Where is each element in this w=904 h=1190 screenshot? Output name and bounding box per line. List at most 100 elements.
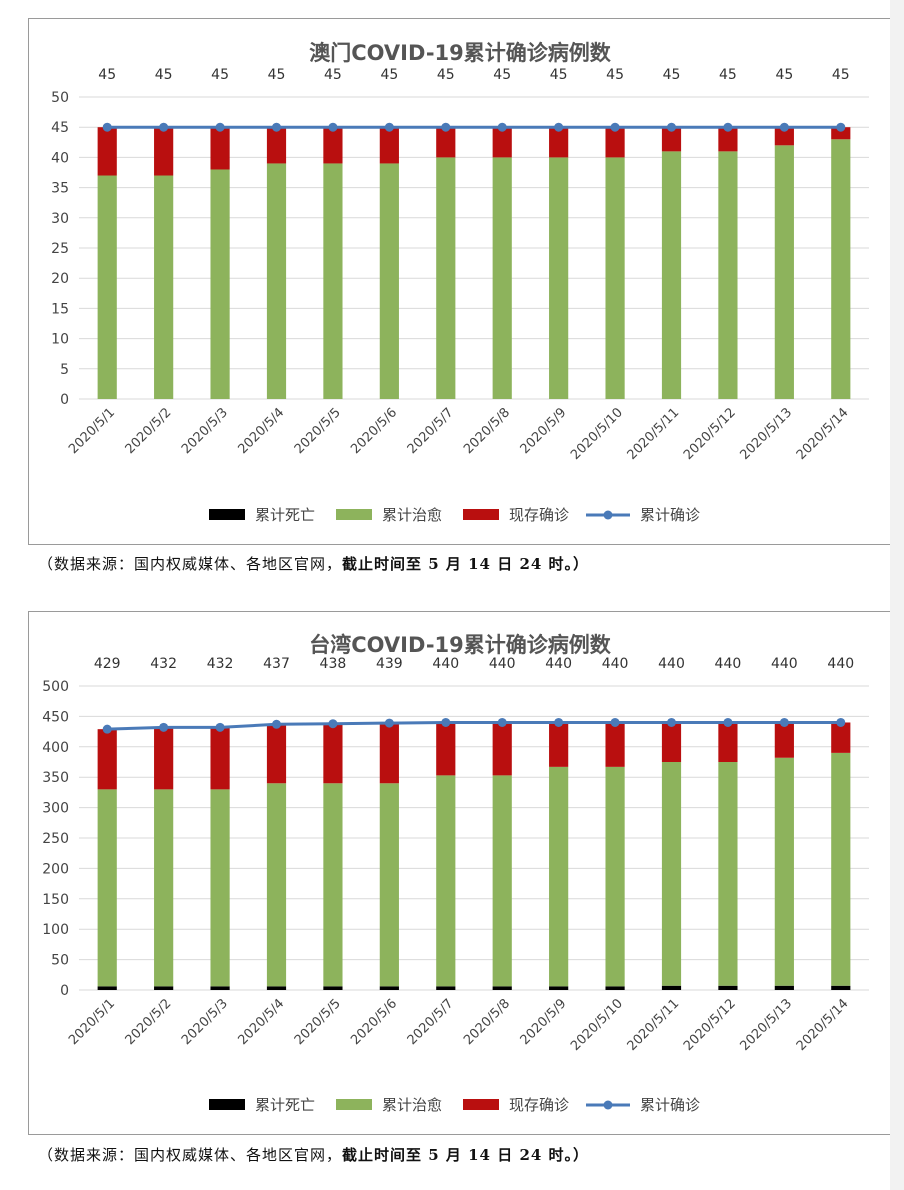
data-label: 440: [432, 656, 459, 672]
bar-active: [379, 127, 399, 164]
y-tick-label: 350: [42, 770, 69, 786]
point-total-confirmed: [723, 122, 733, 132]
x-tick-label: 2020/5/2: [123, 996, 175, 1048]
y-tick-label: 20: [51, 271, 69, 287]
x-tick-label: 2020/5/4: [235, 405, 287, 457]
bar-active: [831, 722, 851, 753]
data-label: 45: [832, 67, 850, 83]
bar-deaths: [661, 985, 682, 990]
y-tick-label: 30: [51, 211, 69, 227]
legend-line-marker: [603, 510, 613, 520]
bar-active: [97, 127, 117, 176]
data-label: 45: [437, 67, 455, 83]
bar-active: [774, 127, 794, 146]
bar-cured: [605, 766, 625, 987]
y-tick-label: 15: [51, 301, 69, 317]
legend-swatch: [209, 1099, 245, 1110]
source-note-text: （数据来源：国内权威媒体、各地区官网，: [38, 555, 343, 573]
data-label: 437: [263, 656, 290, 672]
y-tick-label: 45: [51, 120, 69, 136]
x-tick-label: 2020/5/11: [625, 996, 683, 1054]
bar-active: [266, 127, 287, 164]
y-tick-label: 500: [42, 679, 69, 695]
point-total-confirmed: [554, 717, 564, 727]
bar-active: [154, 727, 174, 790]
bar-deaths: [831, 985, 851, 990]
bar-cured: [436, 775, 456, 987]
bar-active: [492, 722, 512, 776]
point-total-confirmed: [779, 717, 789, 727]
bar-cured: [266, 783, 287, 987]
point-total-confirmed: [328, 719, 338, 729]
x-tick-label: 2020/5/2: [123, 405, 175, 457]
y-tick-label: 50: [51, 953, 69, 969]
bar-deaths: [436, 986, 456, 990]
point-total-confirmed: [610, 717, 620, 727]
data-label: 440: [771, 656, 798, 672]
source-note-deadline: 截止时间至 5 月 14 日 24 时。）: [342, 555, 590, 573]
point-total-confirmed: [723, 717, 733, 727]
data-label: 45: [211, 67, 229, 83]
bar-cured: [379, 163, 399, 399]
y-tick-label: 0: [60, 983, 69, 999]
x-tick-label: 2020/5/10: [568, 996, 626, 1054]
legend-label: 累计确诊: [640, 506, 700, 524]
bar-deaths: [154, 986, 174, 990]
x-tick-label: 2020/5/13: [737, 405, 795, 463]
bar-cured: [718, 151, 738, 399]
y-tick-label: 250: [42, 831, 69, 847]
data-label: 45: [155, 67, 173, 83]
point-total-confirmed: [836, 122, 846, 132]
line-total-confirmed: [107, 720, 841, 731]
data-label: 45: [775, 67, 793, 83]
taiwan-chart-svg: 台湾COVID-19累计确诊病例数 0 50 100 150 200 250 300 350 40…: [42, 633, 869, 1114]
data-label: 429: [94, 656, 121, 672]
x-tick-label: 2020/5/7: [405, 996, 457, 1048]
bar-cured: [492, 157, 512, 399]
point-total-confirmed: [215, 722, 225, 732]
bar-deaths: [379, 986, 399, 990]
bar-active: [436, 722, 456, 776]
bar-deaths: [718, 985, 738, 990]
point-total-confirmed: [779, 122, 789, 132]
legend-label: 累计死亡: [255, 506, 315, 524]
data-label: 432: [207, 656, 234, 672]
bar-active: [97, 729, 117, 790]
point-total-confirmed: [836, 717, 846, 727]
data-label: 45: [550, 67, 568, 83]
data-label: 45: [268, 67, 286, 83]
y-tick-label: 35: [51, 181, 69, 197]
data-label: 432: [150, 656, 177, 672]
bar-active: [266, 724, 287, 784]
bar-active: [492, 127, 512, 158]
bar-active: [323, 723, 343, 784]
x-tick-label: 2020/5/12: [681, 405, 739, 463]
data-label: 440: [658, 656, 685, 672]
bar-cured: [323, 163, 343, 399]
data-label: 440: [827, 656, 854, 672]
legend-label: 累计治愈: [382, 506, 442, 524]
bar-deaths: [97, 986, 117, 990]
bar-active: [379, 723, 399, 784]
legend-label: 累计确诊: [640, 1096, 700, 1114]
bar-active: [549, 722, 569, 767]
x-tick-label: 2020/5/12: [681, 996, 739, 1054]
x-tick-label: 2020/5/5: [292, 996, 344, 1048]
taiwan-source-note: （数据来源：国内权威媒体、各地区官网，截止时间至 5 月 14 日 24 时。）: [38, 1144, 589, 1165]
bar-active: [210, 127, 230, 170]
data-label: 440: [715, 656, 742, 672]
bar-active: [154, 127, 174, 176]
data-label: 45: [98, 67, 116, 83]
x-tick-label: 2020/5/14: [794, 405, 852, 463]
data-label: 45: [663, 67, 681, 83]
bar-active: [661, 722, 682, 762]
x-tick-label: 2020/5/9: [518, 996, 570, 1048]
bar-cured: [97, 789, 117, 987]
page-edge-strip: [890, 0, 904, 1190]
point-total-confirmed: [215, 122, 225, 132]
bar-cured: [549, 157, 569, 399]
legend-label: 现存确诊: [509, 1096, 569, 1114]
data-label: 45: [324, 67, 342, 83]
legend-swatch: [463, 1099, 499, 1110]
bar-cured: [323, 783, 343, 987]
